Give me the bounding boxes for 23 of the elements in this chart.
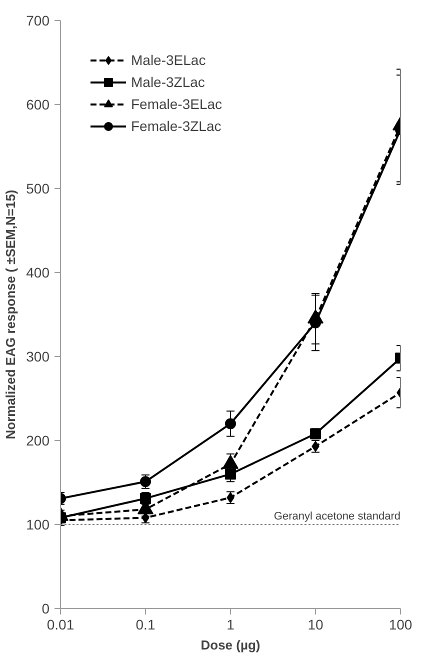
- x-axis-title: Dose (µg): [200, 638, 260, 652]
- y-tick-label: 300: [26, 348, 50, 364]
- y-tick-label: 200: [26, 432, 50, 448]
- x-tick-label: 10: [308, 616, 324, 632]
- y-tick-label: 700: [26, 12, 50, 28]
- y-tick-label: 600: [26, 96, 50, 112]
- y-tick-label: 400: [26, 264, 50, 280]
- ref-line-label: Geranyl acetone standard: [274, 510, 401, 522]
- legend-label: Female-3ZLac: [131, 118, 222, 134]
- x-tick-label: 0.01: [46, 616, 74, 632]
- y-tick-label: 500: [26, 180, 50, 196]
- y-axis-title: Normalized EAG response ( ±SEM,N=15): [3, 190, 18, 440]
- legend-label: Male-3ZLac: [131, 74, 205, 90]
- point: [225, 468, 236, 480]
- legend-label: Male-3ELac: [131, 52, 206, 68]
- y-tick-label: 100: [26, 516, 50, 532]
- point: [140, 476, 151, 488]
- point: [225, 418, 236, 430]
- x-tick-label: 1: [226, 616, 235, 632]
- legend-label: Female-3ELac: [131, 96, 222, 112]
- y-tick-label: 0: [42, 600, 50, 616]
- x-tick-label: 100: [388, 616, 412, 632]
- x-tick-label: 0.1: [136, 616, 156, 632]
